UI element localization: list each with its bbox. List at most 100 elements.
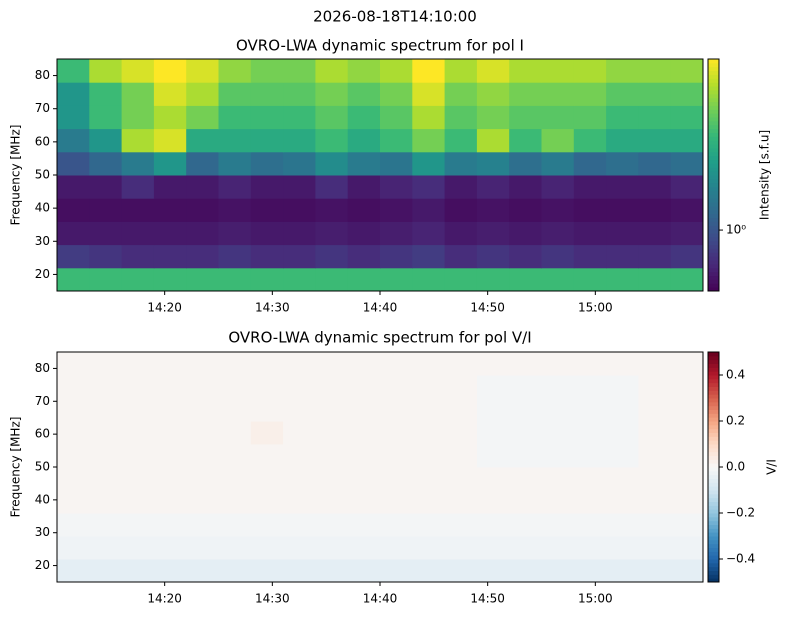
heatmap-cell (121, 151, 155, 176)
colorbar-segment (708, 543, 719, 548)
heatmap-cell (250, 559, 284, 583)
colorbar-segment (708, 236, 719, 242)
heatmap-cell (380, 513, 413, 537)
heatmap-cell (153, 221, 187, 246)
colorbar-segment (708, 562, 719, 568)
x-tick-label: 14:40 (363, 301, 398, 315)
colorbar-segment (708, 509, 719, 514)
heatmap-cell (57, 490, 90, 514)
heatmap-cell (250, 198, 284, 222)
colorbar-segment (708, 178, 719, 184)
heatmap-cell (541, 221, 575, 246)
heatmap-cell (476, 267, 510, 292)
heatmap-cell (57, 151, 90, 176)
heatmap-cell (444, 82, 478, 106)
heatmap-cell (638, 151, 672, 176)
heatmap-cell (57, 398, 90, 422)
colorbar-segment (708, 82, 719, 87)
heatmap-cell (541, 513, 575, 537)
heatmap-cell (186, 59, 219, 83)
heatmap-cell (121, 198, 155, 222)
heatmap-cell (186, 175, 219, 199)
heatmap-cell (315, 59, 349, 83)
heatmap-cell (541, 59, 575, 83)
heatmap-cell (606, 128, 639, 153)
colorbar-segment (708, 263, 719, 269)
heatmap-cell (412, 375, 446, 399)
heatmap-cell (444, 244, 478, 269)
heatmap-cell (121, 398, 155, 422)
heatmap-cell (347, 398, 381, 422)
heatmap-cell (186, 244, 219, 269)
colorbar-segment (708, 205, 719, 211)
heatmap-cell (541, 559, 575, 583)
heatmap-cell (121, 267, 155, 292)
heatmap-cell (412, 421, 446, 445)
heatmap-cell (380, 128, 413, 153)
heatmap-cell (380, 175, 413, 199)
heatmap-cell (509, 244, 542, 269)
heatmap-cell (283, 59, 316, 83)
heatmap-cell (412, 536, 446, 560)
heatmap-cell (89, 421, 123, 445)
colorbar-segment (708, 86, 719, 91)
heatmap-cell (573, 513, 607, 537)
heatmap-cell (57, 536, 90, 560)
heatmap-cell (57, 267, 90, 292)
heatmap-cell (315, 421, 349, 445)
colorbar-segment (708, 455, 719, 460)
y-axis-label: Frequency [MHz] (9, 417, 23, 518)
colorbar-segment (708, 474, 719, 479)
colorbar-segment (708, 229, 719, 234)
heatmap-cell (573, 421, 607, 445)
heatmap-cell (347, 559, 381, 583)
heatmap-cell (89, 59, 123, 83)
heatmap-cell (670, 536, 704, 560)
colorbar-segment (708, 478, 719, 483)
heatmap-cell (476, 467, 510, 491)
colorbar-segment (708, 74, 719, 79)
heatmap-cell (412, 105, 446, 130)
heatmap-cell (412, 398, 446, 422)
heatmap-cell (444, 59, 478, 83)
heatmap-cell (606, 398, 639, 422)
heatmap-cell (121, 444, 155, 468)
heatmap-cell (476, 105, 510, 130)
heatmap-cell (283, 559, 316, 583)
heatmap-cell (89, 151, 123, 176)
heatmap-cell (541, 444, 575, 468)
heatmap-cell (638, 444, 672, 468)
y-tick-label: 40 (35, 201, 50, 215)
heatmap-cell (121, 221, 155, 246)
colorbar-segment (708, 398, 719, 403)
heatmap-cell (153, 198, 187, 222)
heatmap-cell (250, 59, 284, 83)
heatmap-cell (412, 198, 446, 222)
heatmap-cell (250, 175, 284, 199)
colorbar-segment (708, 501, 719, 506)
heatmap-cell (509, 105, 542, 130)
colorbar-segment (708, 516, 719, 522)
heatmap-cell (670, 244, 704, 269)
heatmap-cell (250, 128, 284, 153)
heatmap-cell (541, 467, 575, 491)
colorbar-segment (708, 209, 719, 215)
panel-title: OVRO-LWA dynamic spectrum for pol V/I (228, 329, 531, 347)
colorbar-segment (708, 371, 719, 376)
colorbar-segment (708, 382, 719, 387)
heatmap-cell (186, 221, 219, 246)
colorbar-segment (708, 394, 719, 399)
colorbar-segment (708, 287, 719, 292)
heatmap-cell (153, 490, 187, 514)
heatmap-cell (121, 82, 155, 106)
heatmap-cell (638, 536, 672, 560)
heatmap-cell (606, 375, 639, 399)
heatmap-cell (218, 536, 252, 560)
heatmap-cell (250, 398, 284, 422)
heatmap-cell (315, 128, 349, 153)
colorbar-label: V/I (765, 459, 779, 475)
heatmap-cell (89, 513, 123, 537)
heatmap-cell (606, 444, 639, 468)
y-tick-label: 20 (35, 267, 50, 281)
heatmap-cell (121, 244, 155, 269)
